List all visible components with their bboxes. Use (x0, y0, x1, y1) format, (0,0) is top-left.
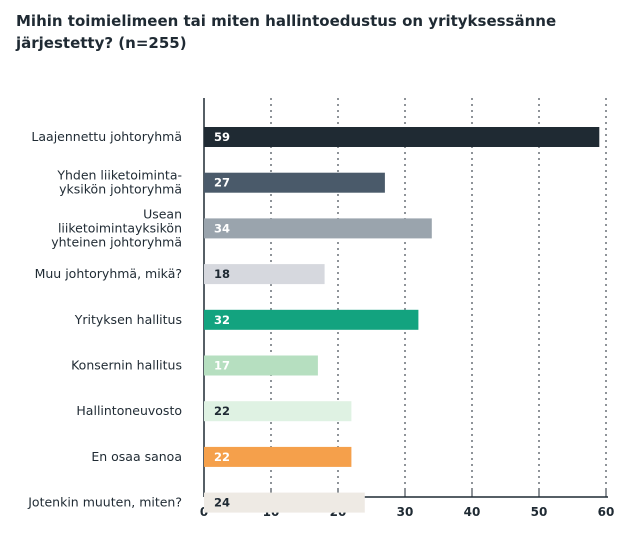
chart-title-line-2: järjestetty? (n=255) (16, 34, 187, 52)
bar-value-label: 24 (214, 496, 230, 510)
bar (204, 401, 352, 422)
category-label: Muu johtoryhmä, mikä? (35, 266, 182, 281)
category-label-line: Yhden liiketoiminta- (56, 168, 182, 183)
x-tick-label: 50 (531, 505, 548, 519)
x-tick-label: 40 (464, 505, 481, 519)
bar (204, 127, 600, 147)
chart-title: Mihin toimielimeen tai miten hallintoedu… (16, 10, 616, 54)
bar-value-label: 59 (214, 130, 230, 144)
category-label-line: Yrityksen hallitus (74, 312, 182, 327)
category-label: Yhden liiketoiminta-yksikön johtoryhmä (56, 168, 182, 197)
bar-value-label: 32 (214, 313, 230, 327)
category-label-line: liiketoimintayksikön (58, 220, 182, 235)
bar-value-label: 22 (214, 450, 230, 464)
category-label: Hallintoneuvosto (76, 403, 182, 418)
bar (204, 218, 432, 239)
category-label: En osaa sanoa (91, 449, 182, 464)
category-label: Laajennettu johtoryhmä (31, 129, 182, 144)
category-label: Yrityksen hallitus (74, 312, 182, 327)
bar (204, 172, 385, 193)
bar (204, 309, 419, 330)
bar (204, 446, 352, 467)
category-label-line: Jotenkin muuten, miten? (27, 495, 182, 510)
category-label-line: Usean (143, 206, 182, 221)
category-label: Jotenkin muuten, miten? (27, 495, 182, 510)
bar (204, 355, 318, 376)
bar-value-label: 18 (214, 267, 230, 281)
category-label-line: Laajennettu johtoryhmä (31, 129, 182, 144)
bar-value-label: 34 (214, 221, 230, 235)
x-tick-label: 60 (598, 505, 615, 519)
category-label-line: Konsernin hallitus (71, 358, 182, 373)
bar (204, 492, 365, 513)
category-label-line: yhteinen johtoryhmä (51, 234, 182, 249)
category-label: Usean liiketoimintayksikön yhteinen johtor… (51, 206, 182, 249)
x-tick-label: 30 (397, 505, 414, 519)
bar-value-label: 17 (214, 359, 230, 373)
chart-title-line-1: Mihin toimielimeen tai miten hallintoedu… (16, 12, 557, 30)
bar (204, 264, 325, 285)
category-label: Konsernin hallitus (71, 358, 182, 373)
category-label-line: Hallintoneuvosto (76, 403, 182, 418)
category-label-line: yksikön johtoryhmä (59, 182, 182, 197)
bar-value-label: 27 (214, 176, 230, 190)
category-label-line: En osaa sanoa (91, 449, 182, 464)
category-label-line: Muu johtoryhmä, mikä? (35, 266, 182, 281)
bar-value-label: 22 (214, 404, 230, 418)
